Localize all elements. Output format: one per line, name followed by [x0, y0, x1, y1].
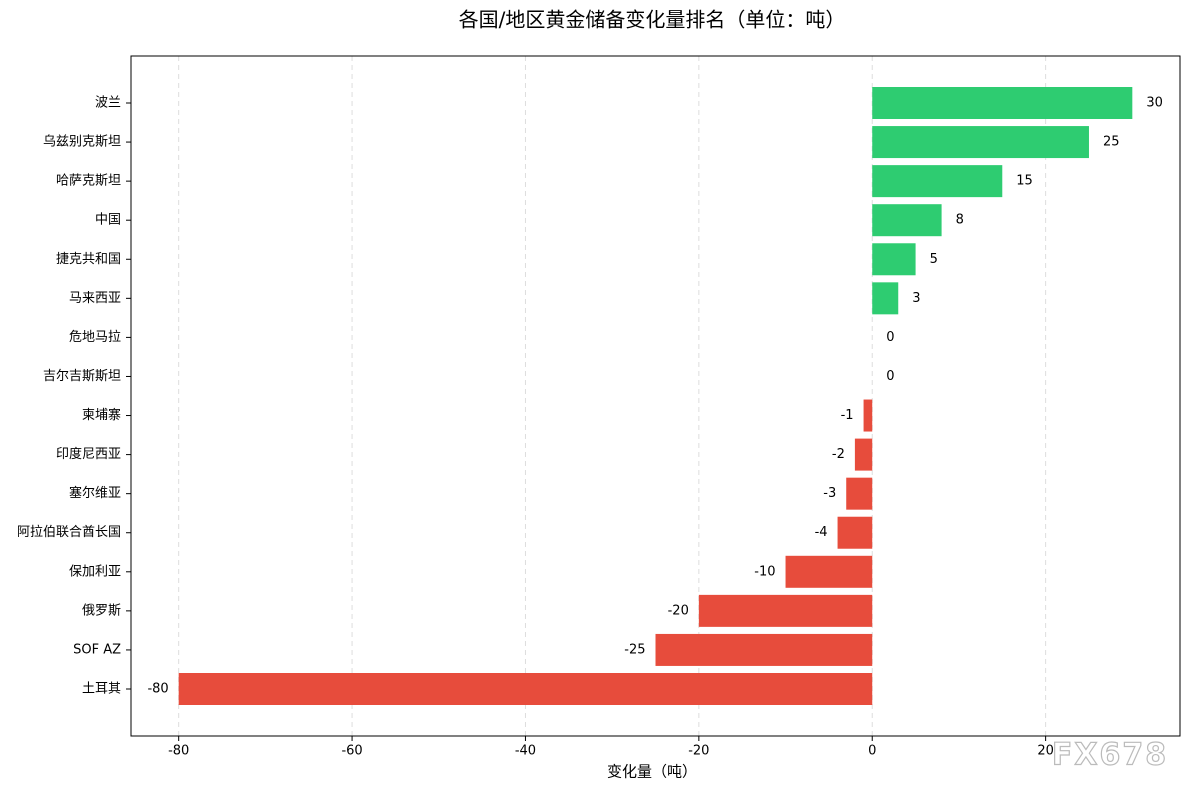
y-tick-label: 马来西亚 [69, 291, 121, 306]
value-label: -1 [841, 408, 854, 423]
bar [837, 516, 873, 549]
bar [872, 126, 1089, 159]
value-label: 8 [956, 213, 964, 228]
value-label: -25 [624, 642, 645, 657]
plot-frame [130, 55, 1181, 737]
y-tick-label: 阿拉伯联合酋长国 [17, 524, 121, 540]
value-label: 5 [930, 252, 938, 267]
value-label: -4 [815, 525, 828, 540]
value-label: 15 [1016, 174, 1033, 189]
value-label: -80 [147, 682, 168, 697]
value-label: 3 [912, 291, 920, 306]
y-tick-label: 俄罗斯 [82, 603, 121, 618]
x-axis-label: 变化量（吨） [607, 763, 697, 781]
y-tick-label: 塞尔维亚 [69, 485, 121, 501]
y-tick-label: 吉尔吉斯斯坦 [43, 369, 121, 384]
y-tick-label: 危地马拉 [69, 330, 121, 345]
bar [846, 477, 873, 510]
value-label: 25 [1103, 135, 1120, 150]
bar [872, 204, 942, 237]
y-tick-label: 中国 [95, 213, 121, 228]
bar [872, 282, 899, 315]
y-tick-label: 捷克共和国 [56, 252, 121, 267]
bar [872, 87, 1133, 119]
value-label: -10 [754, 564, 775, 579]
value-label: 30 [1146, 96, 1163, 111]
bar [872, 243, 916, 276]
value-label: 0 [886, 330, 894, 345]
bar [854, 438, 873, 471]
bar [698, 594, 873, 627]
watermark: FX678 [1052, 738, 1168, 773]
value-label: 0 [886, 369, 894, 384]
y-tick-label: 印度尼西亚 [56, 446, 121, 462]
y-tick-label: 土耳其 [82, 682, 121, 697]
y-tick-label: 波兰 [95, 96, 121, 111]
x-tick-label: 0 [868, 744, 876, 759]
y-tick-label: 乌兹别克斯坦 [43, 134, 121, 150]
x-tick-label: 20 [1037, 744, 1054, 759]
value-label: -3 [823, 486, 836, 501]
y-tick-label: 柬埔寨 [82, 407, 121, 423]
x-tick-label: -20 [688, 744, 709, 759]
x-tick-label: -80 [168, 744, 189, 759]
bar [863, 399, 873, 432]
y-tick-label: 保加利亚 [69, 564, 121, 579]
bar [655, 633, 873, 666]
value-label: -2 [832, 447, 845, 462]
bar [178, 673, 873, 705]
x-tick-label: -40 [515, 744, 536, 759]
value-label: -20 [668, 603, 689, 618]
x-tick-label: -60 [341, 744, 362, 759]
chart-title: 各国/地区黄金储备变化量排名（单位：吨） [459, 8, 846, 32]
y-tick-label: 哈萨克斯坦 [56, 174, 121, 189]
y-tick-label: SOF AZ [73, 642, 121, 657]
bar [872, 165, 1003, 198]
bar [785, 555, 873, 588]
